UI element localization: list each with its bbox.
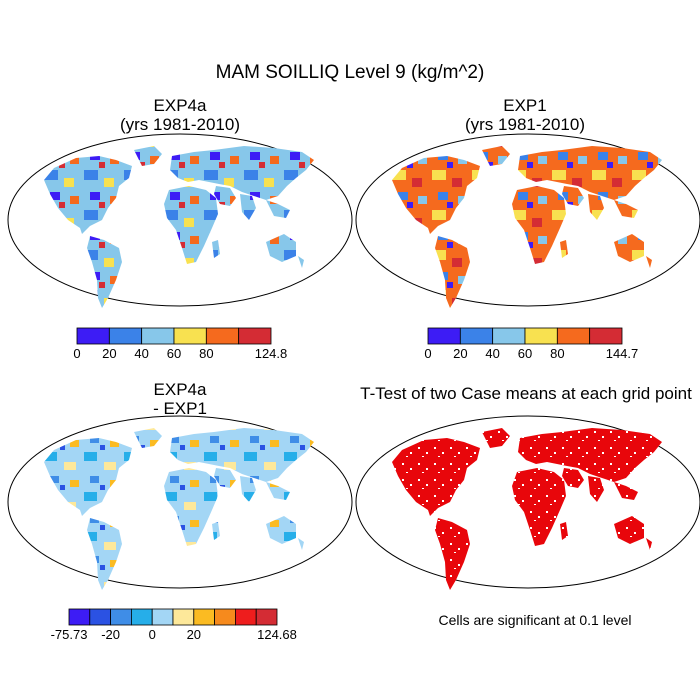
colorbar-tick-label: -75.73 <box>50 627 88 642</box>
panel-exp4a-title-line1: EXP4a <box>153 96 207 115</box>
colorbar-diff <box>68 608 278 626</box>
colorbar-swatch <box>172 608 195 626</box>
colorbar-tick-label: -20 <box>101 627 120 642</box>
colorbar-swatch <box>76 327 110 345</box>
map-exp4a <box>7 133 353 308</box>
colorbar-swatch <box>108 327 143 345</box>
colorbar-swatch <box>110 608 132 626</box>
colorbar-swatch <box>459 327 494 345</box>
panel-exp4a-title: EXP4a (yrs 1981-2010) <box>40 96 320 134</box>
colorbar-tick-label: 20 <box>102 346 117 361</box>
colorbar-swatch <box>193 608 216 626</box>
panel-exp1-title-line2: (yrs 1981-2010) <box>464 115 585 134</box>
colorbar-swatch <box>205 327 240 345</box>
colorbar-swatch <box>589 327 623 345</box>
colorbar-tick-label: 0 <box>148 627 156 642</box>
colorbar-tick-label: 80 <box>199 346 214 361</box>
colorbar-swatch <box>151 608 174 626</box>
colorbar-swatch <box>524 327 558 345</box>
colorbar-tick-label: 124.68 <box>257 627 297 642</box>
colorbar-tick-label: 144.7 <box>605 346 639 361</box>
colorbar-tick-label: 60 <box>517 346 533 361</box>
colorbar-swatch <box>89 608 111 626</box>
colorbar-swatch <box>214 608 236 626</box>
panel-diff-title-line2: - EXP1 <box>153 399 207 418</box>
colorbar-tick-label: 0 <box>424 346 432 361</box>
colorbar-swatch <box>255 608 278 626</box>
colorbar-tick-label: 20 <box>453 346 468 361</box>
colorbar-swatch <box>556 327 591 345</box>
figure-title: MAM SOILLIQ Level 9 (kg/m^2) <box>215 62 485 83</box>
colorbar-swatch <box>68 608 91 626</box>
colorbar-tick-label: 20 <box>186 627 202 642</box>
colorbar-tick-label: 0 <box>73 346 81 361</box>
colorbar-swatch <box>141 327 175 345</box>
panel-exp1-title-line1: EXP1 <box>503 96 547 115</box>
colorbar-exp1 <box>427 327 623 345</box>
colorbar-tick-label: 40 <box>134 346 149 361</box>
panel-diff-title: EXP4a - EXP1 <box>40 380 320 418</box>
panel-exp4a-title-line2: (yrs 1981-2010) <box>119 115 240 134</box>
colorbar-swatch <box>173 327 207 345</box>
colorbar-exp4a <box>76 327 272 345</box>
colorbar-swatch <box>427 327 461 345</box>
colorbar-tick-label: 60 <box>166 346 182 361</box>
colorbar-swatch <box>234 608 257 626</box>
map-ttest <box>355 415 700 590</box>
colorbar-swatch <box>131 608 153 626</box>
map-diff <box>7 415 353 590</box>
panel-ttest-title: T-Test of two Case means at each grid po… <box>360 384 692 403</box>
colorbar-swatch <box>492 327 526 345</box>
colorbar-swatch <box>238 327 272 345</box>
panel-diff-title-line1: EXP4a <box>153 380 207 399</box>
colorbar-tick-label: 40 <box>485 346 500 361</box>
significance-note: Cells are significant at 0.1 level <box>438 612 632 628</box>
colorbar-tick-label: 124.8 <box>254 346 288 361</box>
panel-exp1-title: EXP1 (yrs 1981-2010) <box>385 96 665 134</box>
map-exp1 <box>355 133 700 308</box>
colorbar-tick-label: 80 <box>550 346 565 361</box>
